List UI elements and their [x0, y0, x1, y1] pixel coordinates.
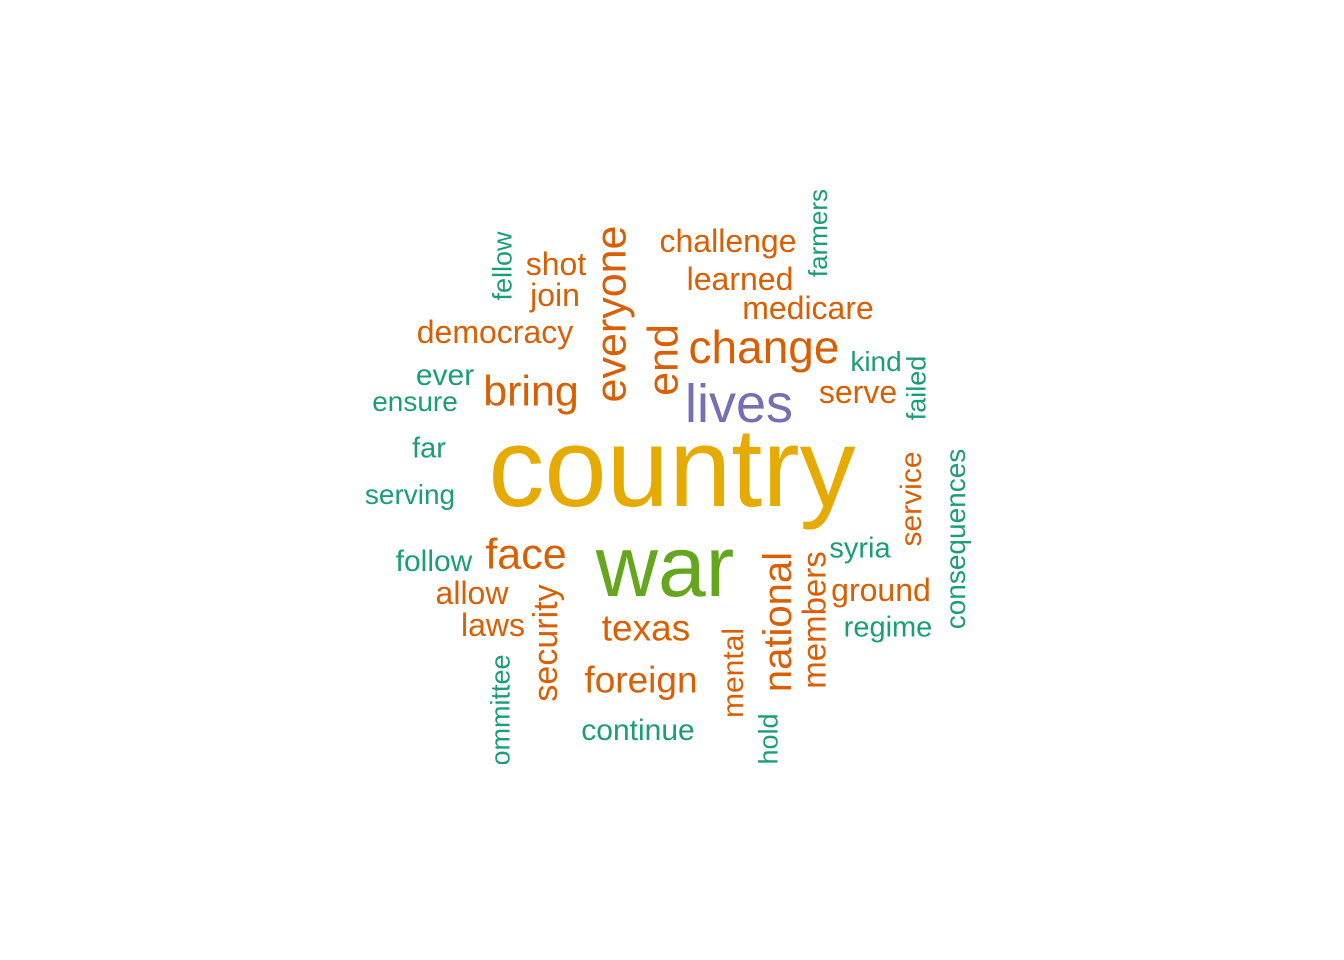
word-war: war: [595, 519, 735, 615]
word-far: far: [412, 432, 446, 465]
word-ensure: ensure: [372, 386, 458, 417]
word-mental: mental: [717, 627, 750, 719]
word-national: national: [756, 551, 800, 693]
word-join: join: [530, 277, 580, 313]
word-ever: ever: [415, 359, 475, 392]
word-serve: serve: [818, 374, 898, 410]
word-change: change: [688, 321, 840, 373]
word-kind: kind: [850, 346, 902, 377]
word-everyone: everyone: [587, 225, 636, 403]
word-serving: serving: [364, 479, 456, 510]
word-shot: shot: [525, 246, 587, 282]
word-learned: learned: [686, 261, 794, 297]
word-democracy: democracy: [416, 314, 574, 350]
word-hold: hold: [753, 713, 784, 764]
word-consequences: consequences: [940, 448, 971, 630]
word-service: service: [895, 451, 928, 547]
word-texas: texas: [601, 607, 691, 649]
word-ground: ground: [831, 572, 931, 608]
word-lives: lives: [684, 374, 794, 434]
word-end: end: [639, 324, 688, 396]
word-challenge: challenge: [659, 223, 797, 259]
word-regime: regime: [843, 611, 933, 644]
word-foreign: foreign: [584, 659, 698, 701]
word-follow: follow: [395, 545, 473, 578]
word-laws: laws: [460, 607, 526, 643]
word-members: members: [795, 551, 833, 689]
word-bring: bring: [483, 367, 579, 416]
word-allow: allow: [435, 575, 509, 611]
word-failed: failed: [901, 355, 932, 421]
word-security: security: [527, 584, 565, 702]
word-cloud-area: country war lives change bring face texa…: [364, 188, 971, 764]
word-continue: continue: [581, 714, 695, 747]
word-face: face: [485, 530, 567, 579]
word-medicare: medicare: [742, 290, 874, 326]
word-committee: ommittee: [485, 654, 516, 764]
word-fellow: fellow: [487, 231, 518, 301]
word-farmers: farmers: [803, 188, 833, 278]
word-country: country: [488, 405, 856, 530]
word-syria: syria: [829, 532, 891, 565]
